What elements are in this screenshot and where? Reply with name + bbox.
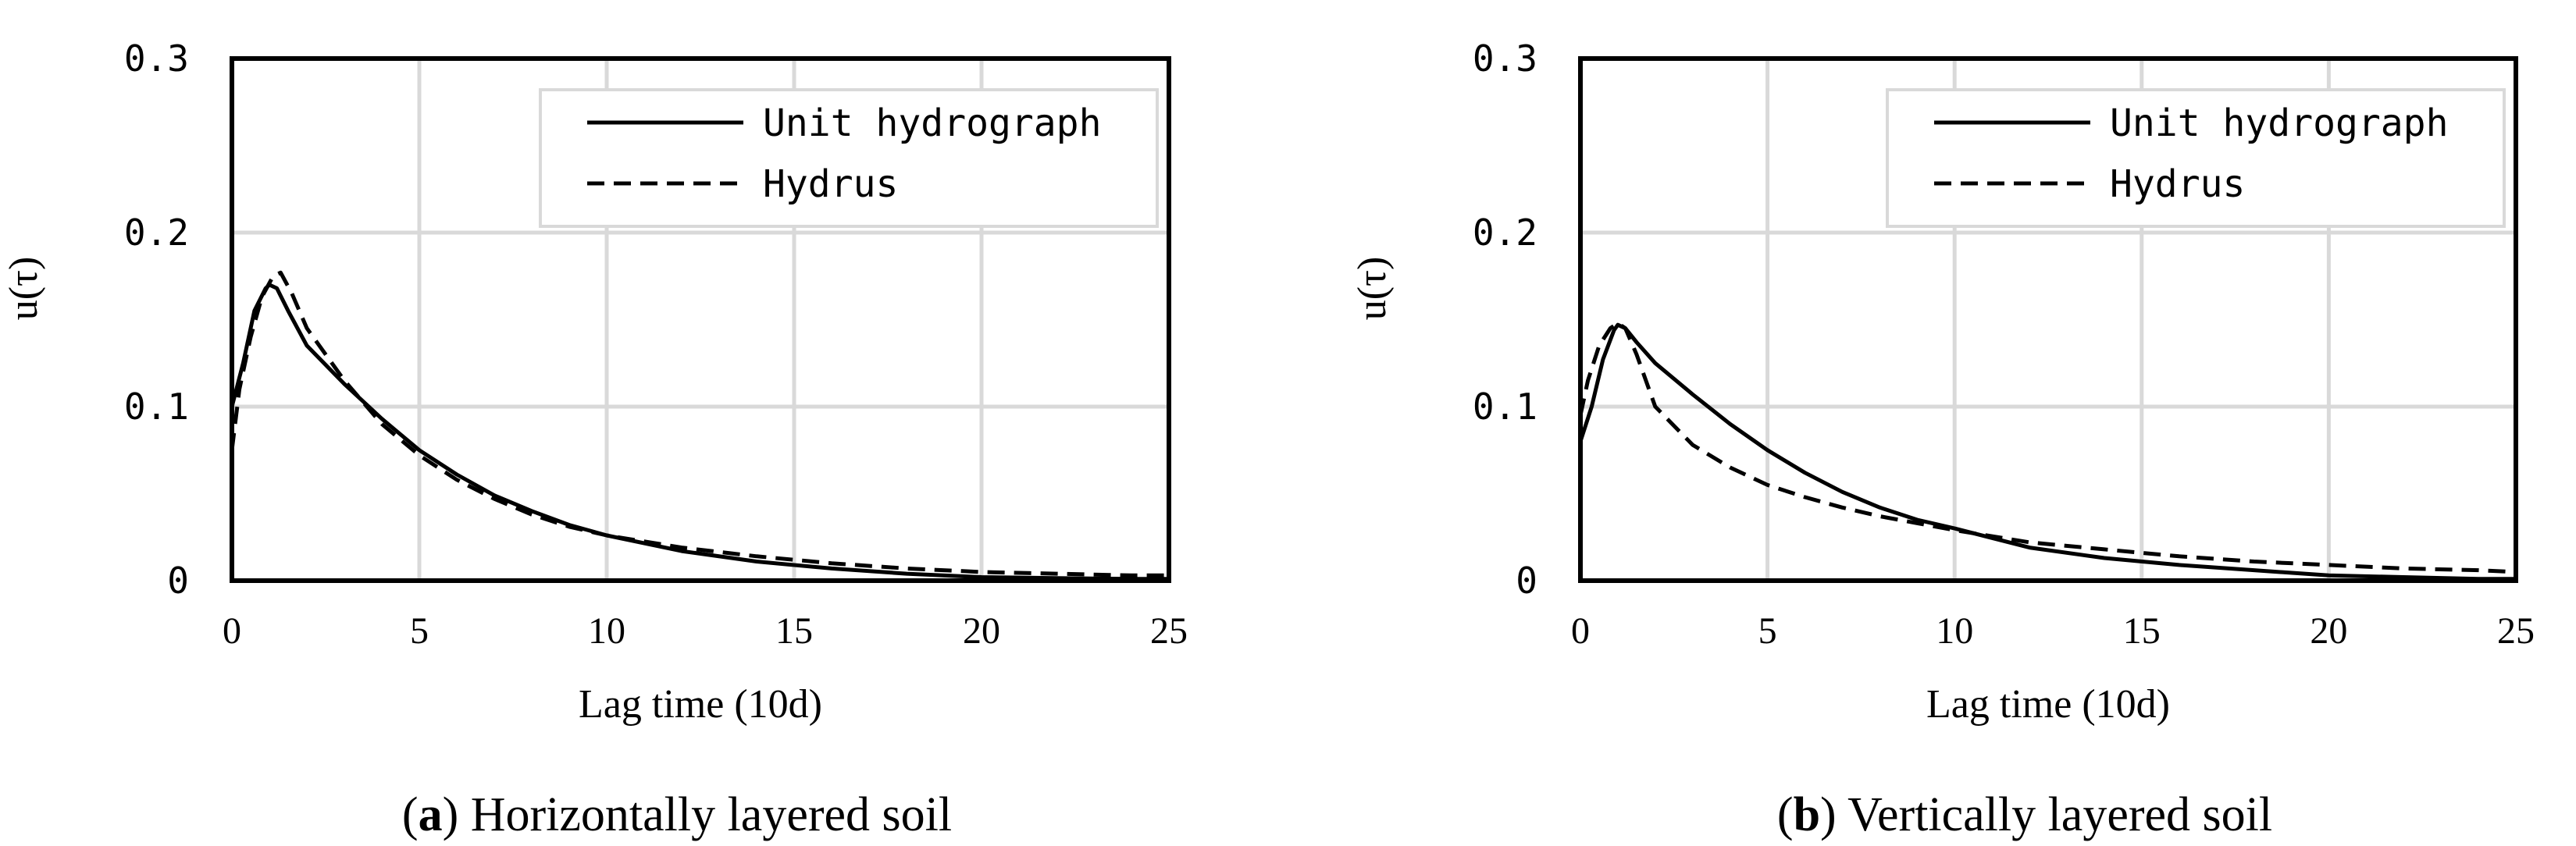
- y-tick-label: 0.2: [1473, 212, 1537, 254]
- panel-a: 0 5 10 15 20 25 0 0.1 0.2 0.3 Lag time (10d) u(τ) Un…: [2, 37, 1188, 841]
- x-tick-label: 15: [775, 610, 813, 652]
- panel-caption: (a) Horizontally layered soil: [402, 788, 952, 841]
- legend-label: Unit hydrograph: [763, 101, 1101, 145]
- plot-frame: [230, 56, 1171, 583]
- x-tick-label: 20: [2310, 610, 2347, 652]
- x-axis-title: Lag time (10d): [579, 682, 822, 727]
- x-tick-label: 15: [2123, 610, 2161, 652]
- legend-box: [539, 88, 1159, 228]
- x-tick-label: 25: [2497, 610, 2535, 652]
- caption-letter: b: [1794, 788, 1820, 841]
- series-line-hydrus: [1578, 321, 2517, 574]
- y-axis-title: u(τ): [1350, 257, 1395, 321]
- panel-b: 0 5 10 15 20 25 0 0.1 0.2 0.3 Lag time (10d) u(τ) Un…: [1350, 37, 2535, 841]
- legend: Unit hydrograph Hydrus: [1886, 88, 2506, 228]
- series-line-unit-hydrograph: [230, 283, 1169, 581]
- x-axis-title: Lag time (10d): [1926, 682, 2170, 727]
- x-tick-label: 0: [1571, 610, 1590, 652]
- plot-frame: [1578, 56, 2518, 583]
- y-tick-label: 0.2: [124, 212, 189, 254]
- x-tick-label: 5: [410, 610, 429, 652]
- y-tick-label: 0.1: [124, 386, 189, 428]
- x-tick-label: 5: [1758, 610, 1777, 652]
- x-tick-label: 20: [963, 610, 1000, 652]
- y-tick-label: 0: [1516, 560, 1537, 602]
- x-tick-label: 25: [1150, 610, 1188, 652]
- x-tick-label: 10: [1936, 610, 1973, 652]
- caption-text: ) Horizontally layered soil: [443, 788, 953, 841]
- y-tick-label: 0: [167, 560, 189, 602]
- x-tick-label: 0: [223, 610, 241, 652]
- y-tick-label: 0.3: [1473, 37, 1537, 80]
- series-line-hydrus: [230, 270, 1169, 578]
- legend-box: [1886, 88, 2506, 228]
- caption-letter: a: [419, 788, 443, 841]
- legend-label: Unit hydrograph: [2110, 101, 2448, 145]
- legend-label: Hydrus: [763, 162, 898, 206]
- series-line-unit-hydrograph: [1578, 322, 2516, 581]
- y-tick-label: 0.1: [1473, 386, 1537, 428]
- caption-paren: (: [402, 788, 419, 841]
- legend-label: Hydrus: [2110, 162, 2245, 206]
- y-axis-title: u(τ): [2, 257, 46, 321]
- caption-paren: (: [1777, 788, 1794, 841]
- legend: Unit hydrograph Hydrus: [539, 88, 1159, 228]
- panel-caption: (b) Vertically layered soil: [1777, 788, 2272, 841]
- y-tick-label: 0.3: [124, 37, 189, 80]
- x-tick-label: 10: [588, 610, 625, 652]
- caption-text: ) Vertically layered soil: [1820, 788, 2272, 841]
